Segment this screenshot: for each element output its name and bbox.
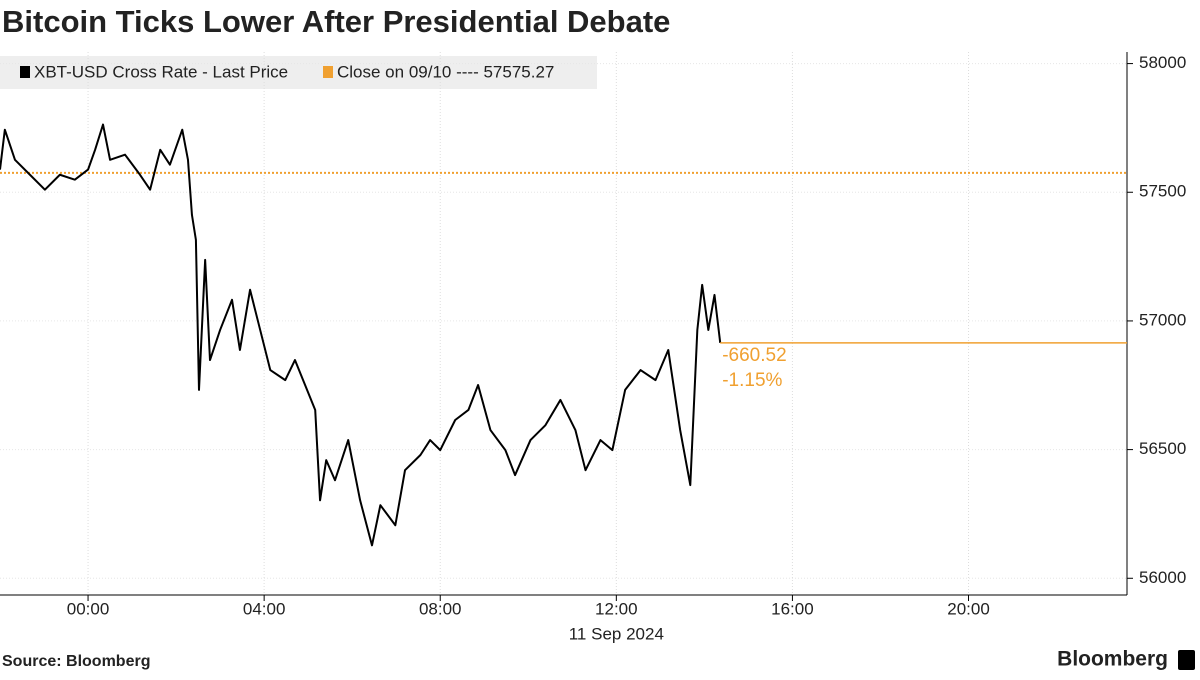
- source: Source: Bloomberg: [2, 653, 150, 670]
- change-label: -1.15%: [722, 370, 782, 391]
- x-tick-label: 16:00: [771, 599, 814, 618]
- legend-swatch: [20, 66, 30, 78]
- y-tick-label: 57000: [1139, 310, 1186, 329]
- x-tick-label: 04:00: [243, 599, 286, 618]
- logo-icon: [1178, 650, 1195, 670]
- price-line: [0, 123, 722, 547]
- y-tick-label: 56500: [1139, 439, 1186, 458]
- x-axis-label: 11 Sep 2024: [569, 624, 664, 643]
- y-tick-label: 57500: [1139, 182, 1186, 201]
- legend-swatch: [323, 66, 333, 78]
- legend-label: Close on 09/10 ---- 57575.27: [337, 62, 554, 81]
- logo: Bloomberg: [1057, 648, 1168, 671]
- x-tick-label: 08:00: [419, 599, 462, 618]
- chart-title: Bitcoin Ticks Lower After Presidential D…: [2, 4, 670, 39]
- x-tick-label: 12:00: [595, 599, 638, 618]
- legend-label: XBT-USD Cross Rate - Last Price: [34, 62, 288, 81]
- x-tick-label: 20:00: [947, 599, 990, 618]
- change-label: -660.52: [722, 345, 786, 366]
- x-tick-label: 00:00: [67, 599, 110, 618]
- legend-box: [0, 56, 597, 89]
- y-tick-label: 58000: [1139, 53, 1186, 72]
- y-tick-label: 56000: [1139, 568, 1186, 587]
